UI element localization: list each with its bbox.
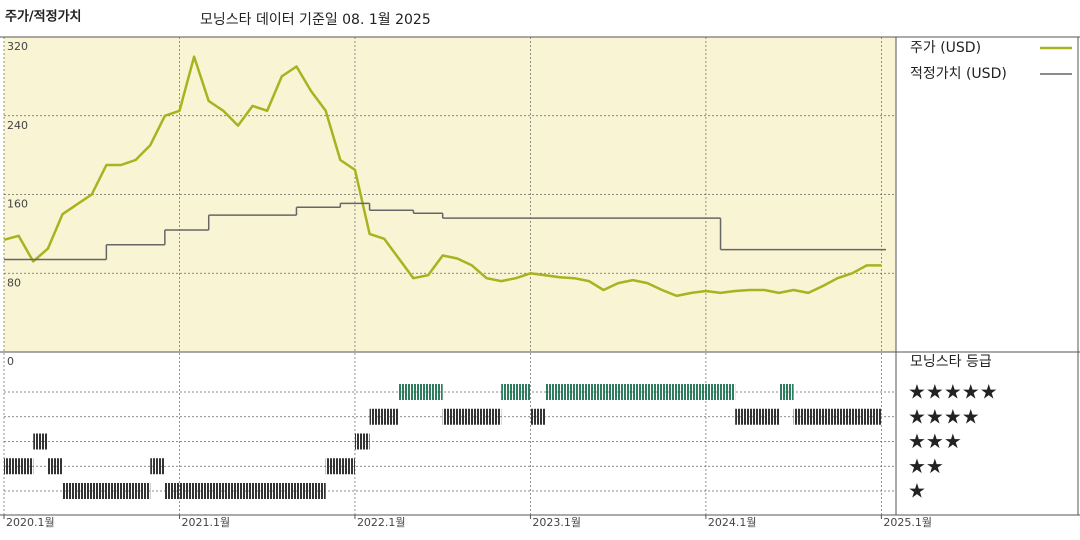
rating-label: ★★ (908, 454, 944, 478)
price-line (3, 55, 882, 298)
rating-bar (779, 384, 794, 400)
y-tick-label: 160 (7, 198, 28, 211)
legend-label: 주가 (USD) (910, 40, 981, 56)
x-tick-label: 2022.1월 (357, 516, 406, 529)
y-tick-label: 80 (7, 276, 21, 289)
y-tick-label: 0 (7, 355, 14, 368)
rating-bar (369, 408, 399, 425)
x-tick-label: 2021.1월 (181, 516, 230, 529)
rating-bar (354, 433, 370, 450)
rating-bar (793, 408, 882, 425)
rating-bar (735, 408, 780, 425)
rating-bar (325, 458, 355, 475)
rating-bar (501, 384, 531, 400)
rating-bar (398, 384, 443, 400)
legend-label: 적정가치 (USD) (910, 66, 1007, 82)
x-tick-label: 2024.1월 (708, 516, 757, 529)
y-tick-label: 320 (7, 40, 28, 53)
rating-bar (150, 458, 165, 475)
rating-bar (442, 408, 502, 425)
rating-label: ★★★★★ (908, 380, 998, 404)
rating-label: ★★★★ (908, 404, 980, 428)
y-tick-label: 240 (7, 119, 28, 132)
rating-bar (47, 458, 63, 475)
rating-bar (164, 483, 326, 499)
rating-label: ★★★ (908, 429, 962, 453)
x-tick-label: 2025.1월 (883, 516, 932, 529)
rating-bar (545, 384, 736, 400)
rating-bar (62, 483, 151, 499)
rating-title: 모닝스타 등급 (910, 354, 992, 370)
x-tick-label: 2020.1월 (6, 516, 55, 529)
x-tick-label: 2023.1월 (532, 516, 581, 529)
rating-label: ★ (908, 479, 926, 503)
chart-title: 주가/적정가치 (5, 9, 82, 25)
rating-bar (33, 433, 48, 450)
rating-bar (4, 458, 34, 475)
rating-bar (530, 408, 546, 425)
chart-subtitle: 모닝스타 데이터 기준일 08. 1월 2025 (200, 12, 431, 28)
